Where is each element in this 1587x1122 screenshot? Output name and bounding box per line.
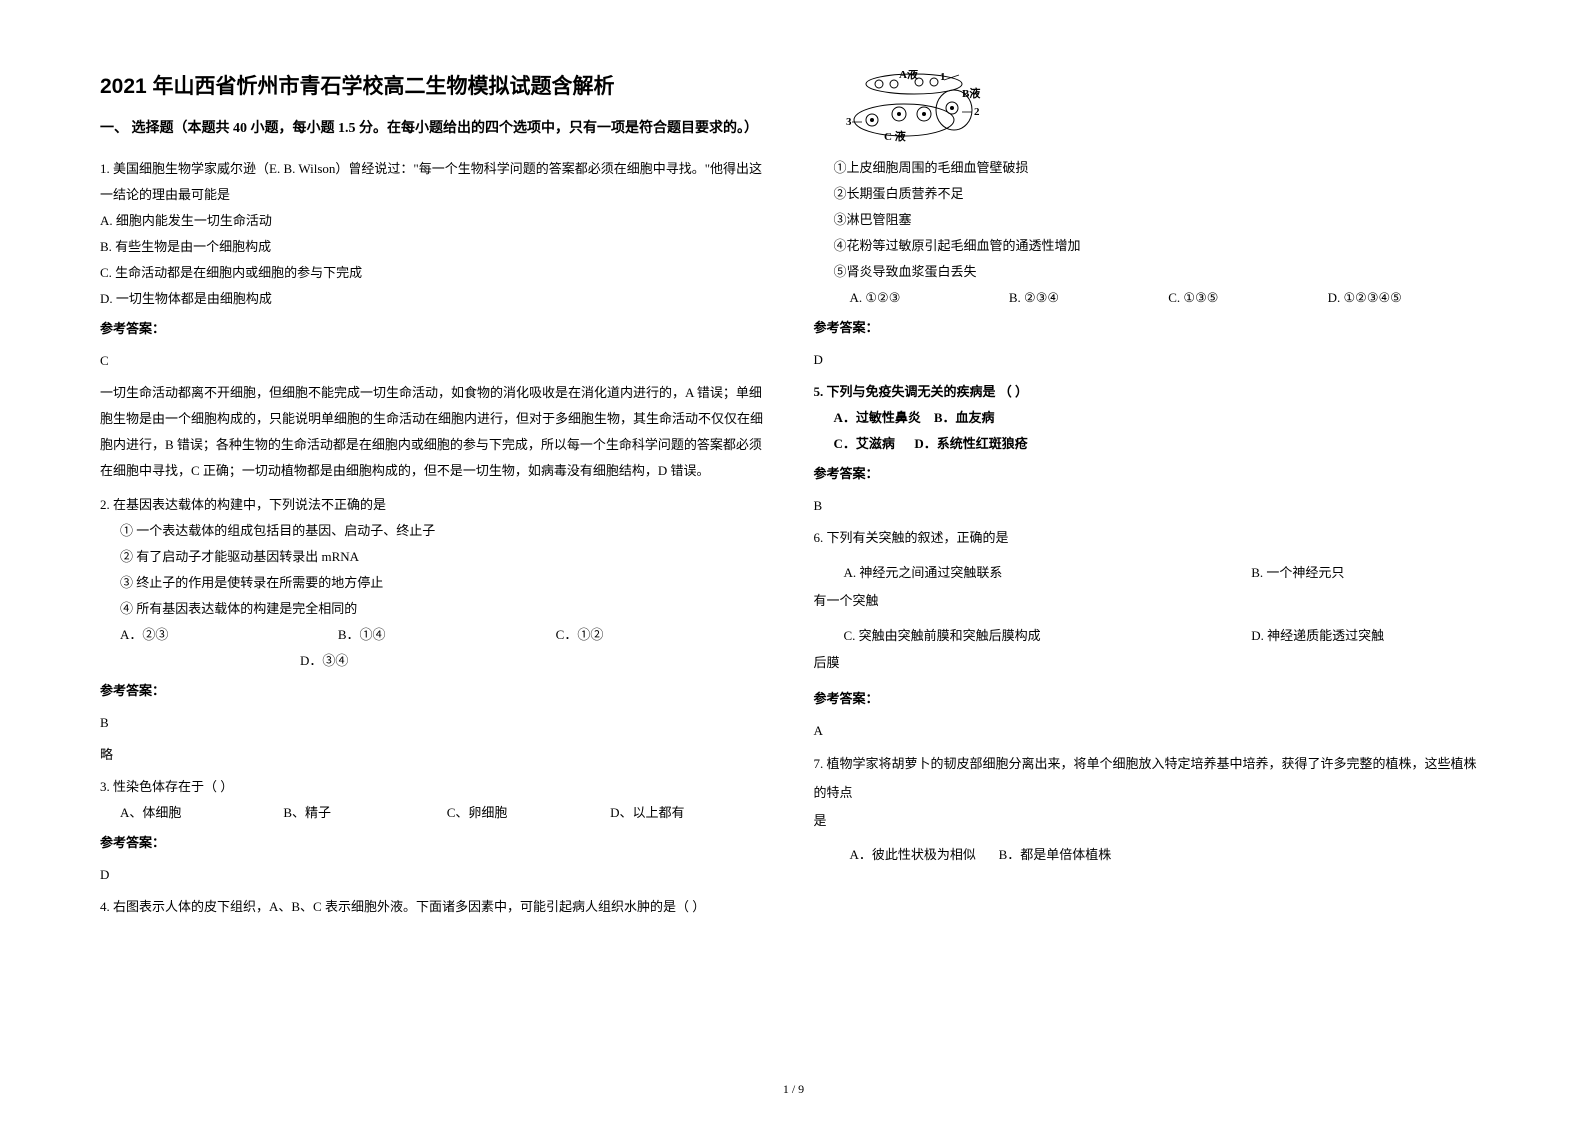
q3-text: 3. 性染色体存在于（ ）: [100, 774, 774, 800]
q7-options: A．彼此性状极为相似 B．都是单倍体植株: [814, 842, 1488, 868]
q2-options-row1: A．②③ B．①④ C．①②: [100, 622, 774, 648]
q2-sub4: ④ 所有基因表达载体的构建是完全相同的: [100, 596, 774, 622]
q2-opt-b: B．①④: [338, 622, 556, 648]
q3-opt-d: D、以上都有: [610, 800, 773, 826]
q2-sub2: ② 有了启动子才能驱动基因转录出 mRNA: [100, 544, 774, 570]
q2-note: 略: [100, 742, 774, 768]
q6-opt-c: C. 突触由突触前膜和突触后膜构成: [814, 622, 1252, 651]
question-7: 7. 植物学家将胡萝卜的韧皮部细胞分离出来，将单个细胞放入特定培养基中培养，获得…: [814, 750, 1488, 868]
q4-sub3: ③淋巴管阻塞: [814, 207, 1488, 233]
q5-text: 5. 下列与免疫失调无关的疾病是 （ ）: [814, 379, 1488, 405]
q6-row-ab: A. 神经元之间通过突触联系 B. 一个神经元只: [814, 559, 1488, 588]
question-5: 5. 下列与免疫失调无关的疾病是 （ ） A．过敏性鼻炎 B．血友病 C．艾滋病…: [814, 379, 1488, 519]
q4-sub2: ②长期蛋白质营养不足: [814, 181, 1488, 207]
question-4-text: 4. 右图表示人体的皮下组织，A、B、C 表示细胞外液。下面诸多因素中，可能引起…: [100, 894, 774, 920]
diagram-label-2: 2: [974, 106, 980, 118]
q6-answer-label: 参考答案：: [814, 686, 1488, 712]
q3-answer: D: [100, 862, 774, 888]
q3-answer-label: 参考答案：: [100, 830, 774, 856]
q2-opt-c: C．①②: [556, 622, 774, 648]
q5-answer: B: [814, 493, 1488, 519]
q4-opt-d: D. ①②③④⑤: [1328, 285, 1487, 311]
question-4-continued: ①上皮细胞周围的毛细血管壁破损 ②长期蛋白质营养不足 ③淋巴管阻塞 ④花粉等过敏…: [814, 155, 1488, 373]
q1-answer: C: [100, 348, 774, 374]
q6-opt-b: B. 一个神经元只: [1251, 559, 1487, 588]
q1-text: 1. 美国细胞生物学家威尔逊（E. B. Wilson）曾经说过："每一个生物科…: [100, 156, 774, 208]
q7-text1: 7. 植物学家将胡萝卜的韧皮部细胞分离出来，将单个细胞放入特定培养基中培养，获得…: [814, 750, 1488, 807]
q2-opt-a: A．②③: [120, 622, 338, 648]
diagram-label-a: A液: [899, 70, 919, 81]
q4-options: A. ①②③ B. ②③④ C. ①③⑤ D. ①②③④⑤: [814, 285, 1488, 311]
q1-opt-b: B. 有些生物是由一个细胞构成: [100, 234, 774, 260]
diagram-label-3: 3: [846, 116, 852, 128]
question-2: 2. 在基因表达载体的构建中，下列说法不正确的是 ① 一个表达载体的组成包括目的…: [100, 492, 774, 768]
q6-row-cd: C. 突触由突触前膜和突触后膜构成 D. 神经递质能透过突触: [814, 622, 1488, 651]
q3-options: A、体细胞 B、精子 C、卵细胞 D、以上都有: [100, 800, 774, 826]
q4-answer: D: [814, 347, 1488, 373]
page-title: 2021 年山西省忻州市青石学校高二生物模拟试题含解析: [100, 70, 774, 100]
q6-answer: A: [814, 718, 1488, 744]
diagram-label-1: 1: [940, 71, 946, 83]
q3-opt-c: C、卵细胞: [447, 800, 610, 826]
q6-text: 6. 下列有关突触的叙述，正确的是: [814, 525, 1488, 551]
q3-opt-b: B、精子: [283, 800, 446, 826]
q4-sub4: ④花粉等过敏原引起毛细血管的通透性增加: [814, 233, 1488, 259]
question-3: 3. 性染色体存在于（ ） A、体细胞 B、精子 C、卵细胞 D、以上都有 参考…: [100, 774, 774, 888]
q3-opt-a: A、体细胞: [120, 800, 283, 826]
q1-opt-c: C. 生命活动都是在细胞内或细胞的参与下完成: [100, 260, 774, 286]
question-6: 6. 下列有关突触的叙述，正确的是 A. 神经元之间通过突触联系 B. 一个神经…: [814, 525, 1488, 744]
diagram-label-b: B液: [962, 86, 981, 100]
q2-sub1: ① 一个表达载体的组成包括目的基因、启动子、终止子: [100, 518, 774, 544]
q6-opt-d2: 后膜: [814, 650, 1488, 676]
q6-opt-b2: 有一个突触: [814, 588, 1488, 614]
q5-opt-d: D．系统性红斑狼疮: [914, 436, 1027, 451]
q1-explanation: 一切生命活动都离不开细胞，但细胞不能完成一切生命活动，如食物的消化吸收是在消化道…: [100, 380, 774, 484]
q4-diagram: A液 1 B液 2 C 液 3: [844, 70, 989, 145]
left-column: 2021 年山西省忻州市青石学校高二生物模拟试题含解析 一、 选择题（本题共 4…: [100, 70, 774, 1050]
q2-sub3: ③ 终止子的作用是使转录在所需要的地方停止: [100, 570, 774, 596]
q5-opt-a: A．过敏性鼻炎: [834, 410, 921, 425]
q5-answer-label: 参考答案：: [814, 461, 1488, 487]
q7-text2: 是: [814, 807, 1488, 836]
q7-opt-a: A．彼此性状极为相似: [850, 847, 976, 862]
page-number: 1 / 9: [783, 1082, 804, 1097]
q4-opt-c: C. ①③⑤: [1168, 285, 1327, 311]
q2-text: 2. 在基因表达载体的构建中，下列说法不正确的是: [100, 492, 774, 518]
q5-options-line2: C．艾滋病 D．系统性红斑狼疮: [814, 431, 1488, 457]
q7-opt-b: B．都是单倍体植株: [999, 847, 1112, 862]
diagram-label-c: C 液: [884, 129, 907, 143]
q1-opt-a: A. 细胞内能发生一切生命活动: [100, 208, 774, 234]
q5-opt-c: C．艾滋病: [834, 436, 895, 451]
right-column: A液 1 B液 2 C 液 3: [814, 70, 1488, 1050]
q5-options-line1: A．过敏性鼻炎 B．血友病: [814, 405, 1488, 431]
q1-answer-label: 参考答案：: [100, 316, 774, 342]
section-header: 一、 选择题（本题共 40 小题，每小题 1.5 分。在每小题给出的四个选项中，…: [100, 118, 774, 140]
q4-sub1: ①上皮细胞周围的毛细血管壁破损: [814, 155, 1488, 181]
q4-text: 4. 右图表示人体的皮下组织，A、B、C 表示细胞外液。下面诸多因素中，可能引起…: [100, 894, 774, 920]
q6-opt-a: A. 神经元之间通过突触联系: [814, 559, 1252, 588]
q2-answer-label: 参考答案：: [100, 678, 774, 704]
q4-opt-b: B. ②③④: [1009, 285, 1168, 311]
q4-sub5: ⑤肾炎导致血浆蛋白丢失: [814, 259, 1488, 285]
q4-opt-a: A. ①②③: [850, 285, 1009, 311]
question-1: 1. 美国细胞生物学家威尔逊（E. B. Wilson）曾经说过："每一个生物科…: [100, 156, 774, 484]
q5-opt-b: B．血友病: [934, 410, 995, 425]
q2-opt-d: D．③④: [100, 648, 774, 674]
q2-answer: B: [100, 710, 774, 736]
q4-answer-label: 参考答案：: [814, 315, 1488, 341]
q6-opt-d: D. 神经递质能透过突触: [1251, 622, 1487, 651]
q1-opt-d: D. 一切生物体都是由细胞构成: [100, 286, 774, 312]
